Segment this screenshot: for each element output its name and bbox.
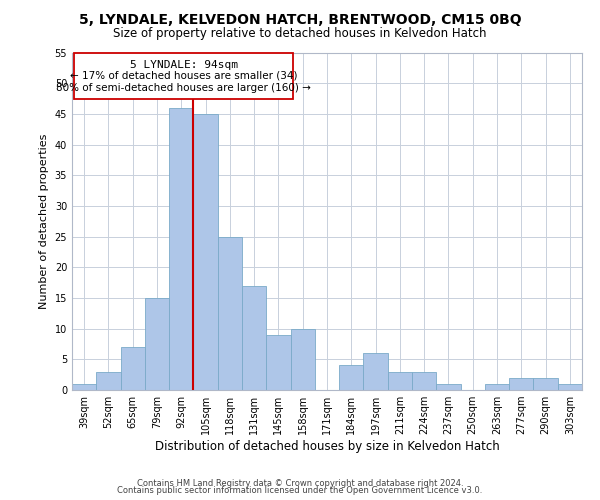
Text: ← 17% of detached houses are smaller (34): ← 17% of detached houses are smaller (34… [70,71,298,81]
Bar [193,114,218,390]
Bar [533,378,558,390]
Text: Contains HM Land Registry data © Crown copyright and database right 2024.: Contains HM Land Registry data © Crown c… [137,478,463,488]
Text: 5 LYNDALE: 94sqm: 5 LYNDALE: 94sqm [130,60,238,70]
X-axis label: Distribution of detached houses by size in Kelvedon Hatch: Distribution of detached houses by size … [155,440,499,453]
Text: Contains public sector information licensed under the Open Government Licence v3: Contains public sector information licen… [118,486,482,495]
Text: Size of property relative to detached houses in Kelvedon Hatch: Size of property relative to detached ho… [113,28,487,40]
Bar [145,298,169,390]
Bar [121,347,145,390]
Text: 80% of semi-detached houses are larger (160) →: 80% of semi-detached houses are larger (… [56,83,311,93]
Bar [485,384,509,390]
Bar [388,372,412,390]
Bar [339,366,364,390]
Bar [96,372,121,390]
Bar [436,384,461,390]
Bar [169,108,193,390]
Bar [290,328,315,390]
FancyBboxPatch shape [74,52,293,98]
Text: 5, LYNDALE, KELVEDON HATCH, BRENTWOOD, CM15 0BQ: 5, LYNDALE, KELVEDON HATCH, BRENTWOOD, C… [79,12,521,26]
Bar [266,335,290,390]
Bar [218,236,242,390]
Bar [72,384,96,390]
Bar [558,384,582,390]
Bar [242,286,266,390]
Bar [412,372,436,390]
Bar [364,353,388,390]
Bar [509,378,533,390]
Y-axis label: Number of detached properties: Number of detached properties [39,134,49,309]
